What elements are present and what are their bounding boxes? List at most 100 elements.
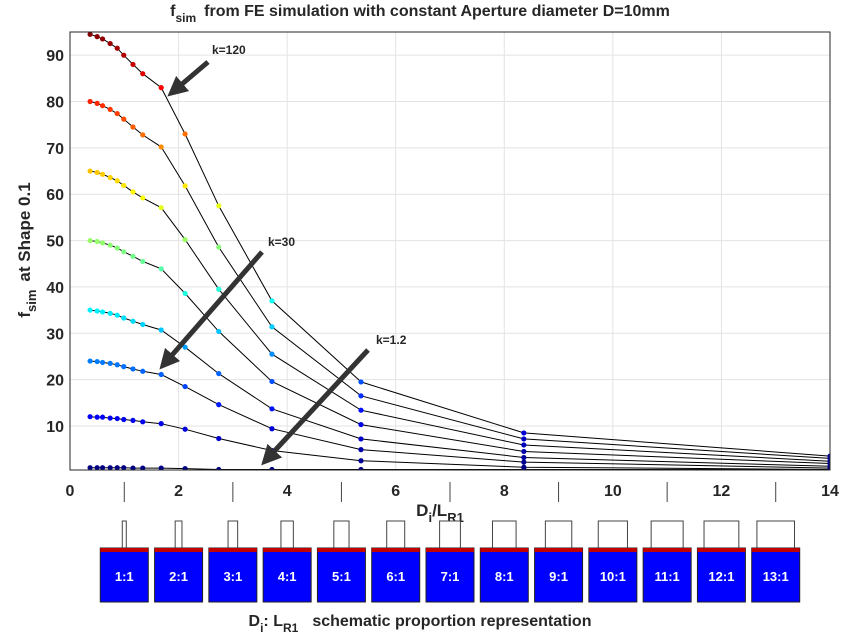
- marker: [121, 52, 127, 58]
- marker: [216, 435, 222, 442]
- y-tick-label: 40: [46, 280, 64, 297]
- schematic-stem: [439, 520, 461, 549]
- y-tick-label: 80: [46, 95, 64, 112]
- marker: [94, 238, 100, 245]
- schematic-box: [751, 547, 801, 603]
- schematic-top: [534, 548, 583, 552]
- schematic-top: [697, 548, 746, 552]
- schematic-box: [262, 547, 312, 603]
- marker: [121, 465, 127, 470]
- y-tick-label: 20: [46, 373, 64, 390]
- caption-symbol: D: [249, 613, 261, 630]
- marker: [521, 459, 527, 465]
- annotation-arrow: [167, 60, 210, 97]
- schematic-top: [317, 548, 366, 552]
- marker: [158, 205, 164, 211]
- marker: [99, 36, 106, 42]
- annotation-arrow: [159, 250, 264, 370]
- xlabel-subscript: i: [428, 510, 432, 525]
- marker: [107, 106, 113, 113]
- xlabel-mid: /L: [432, 501, 447, 520]
- schematic-stem: [650, 520, 684, 549]
- schematic-label: 6:1: [386, 569, 405, 584]
- marker: [216, 286, 222, 292]
- marker: [182, 383, 188, 390]
- marker: [107, 415, 113, 421]
- marker: [158, 266, 164, 272]
- schematic-label: 10:1: [600, 569, 626, 584]
- y-axis-label: fsim at Shape 0.1: [15, 182, 39, 317]
- x-tick-label: 14: [821, 483, 839, 500]
- x-tick-label: 6: [391, 483, 400, 500]
- schematic-stem: [544, 520, 573, 549]
- y-tick-label: 60: [46, 187, 64, 204]
- marker: [94, 465, 100, 470]
- marker: [87, 32, 93, 37]
- annotation-label: k=120: [212, 43, 246, 57]
- marker: [216, 203, 222, 209]
- marker: [269, 378, 275, 385]
- schematic-top: [751, 548, 800, 552]
- schematic-box: [479, 547, 529, 603]
- marker: [130, 124, 136, 130]
- grid: [69, 32, 831, 470]
- marker: [130, 61, 136, 68]
- schematic-top: [588, 548, 637, 552]
- marker: [94, 169, 100, 176]
- marker: [130, 189, 136, 195]
- marker: [158, 85, 164, 91]
- marker: [158, 327, 164, 333]
- marker: [140, 419, 146, 425]
- x-tick-label: 8: [500, 483, 509, 500]
- marker: [107, 174, 113, 181]
- marker: [87, 414, 93, 420]
- marker: [358, 458, 364, 464]
- marker: [358, 447, 364, 453]
- schematic-box: [99, 547, 149, 603]
- marker: [182, 466, 188, 470]
- marker: [158, 421, 164, 427]
- marker: [216, 402, 222, 408]
- marker: [94, 414, 100, 420]
- marker: [87, 168, 93, 174]
- schematic-label: 12:1: [708, 569, 734, 584]
- marker: [158, 371, 164, 378]
- y-tick-label: 70: [46, 141, 64, 158]
- xlabel-symbol: D: [416, 501, 428, 520]
- marker: [87, 358, 93, 364]
- plot-area: [70, 32, 830, 470]
- schematic-label: 9:1: [549, 569, 568, 584]
- caption-text: schematic proportion representation: [312, 613, 591, 630]
- marker: [140, 465, 146, 470]
- marker: [94, 100, 100, 106]
- schematic-box: [316, 547, 366, 603]
- marker: [99, 414, 106, 420]
- annotation-label: k=1.2: [376, 333, 407, 347]
- marker: [121, 315, 127, 321]
- marker: [216, 244, 222, 250]
- y-tick-label: 50: [46, 234, 64, 251]
- marker: [130, 366, 136, 372]
- y-tick-label: 30: [46, 326, 64, 343]
- schematic-label: 11:1: [654, 569, 679, 584]
- x-tick-label: 12: [713, 483, 731, 500]
- marker: [182, 344, 188, 350]
- marker: [107, 465, 113, 470]
- marker: [269, 426, 275, 432]
- marker: [140, 321, 146, 328]
- marker: [87, 307, 93, 313]
- marker: [99, 171, 106, 177]
- marker: [114, 45, 120, 51]
- schematic-stem: [280, 520, 294, 549]
- schematic-stem: [121, 520, 127, 549]
- marker: [121, 364, 127, 370]
- schematic-top: [426, 548, 474, 552]
- schematic-stem: [174, 520, 183, 549]
- schematic-top: [263, 548, 312, 552]
- schematic-box: [154, 547, 204, 603]
- marker: [87, 98, 93, 105]
- x-tick-label: 4: [283, 483, 292, 500]
- marker: [121, 416, 127, 423]
- schematic-caption: Di: LR1 schematic proportion representati…: [249, 613, 592, 635]
